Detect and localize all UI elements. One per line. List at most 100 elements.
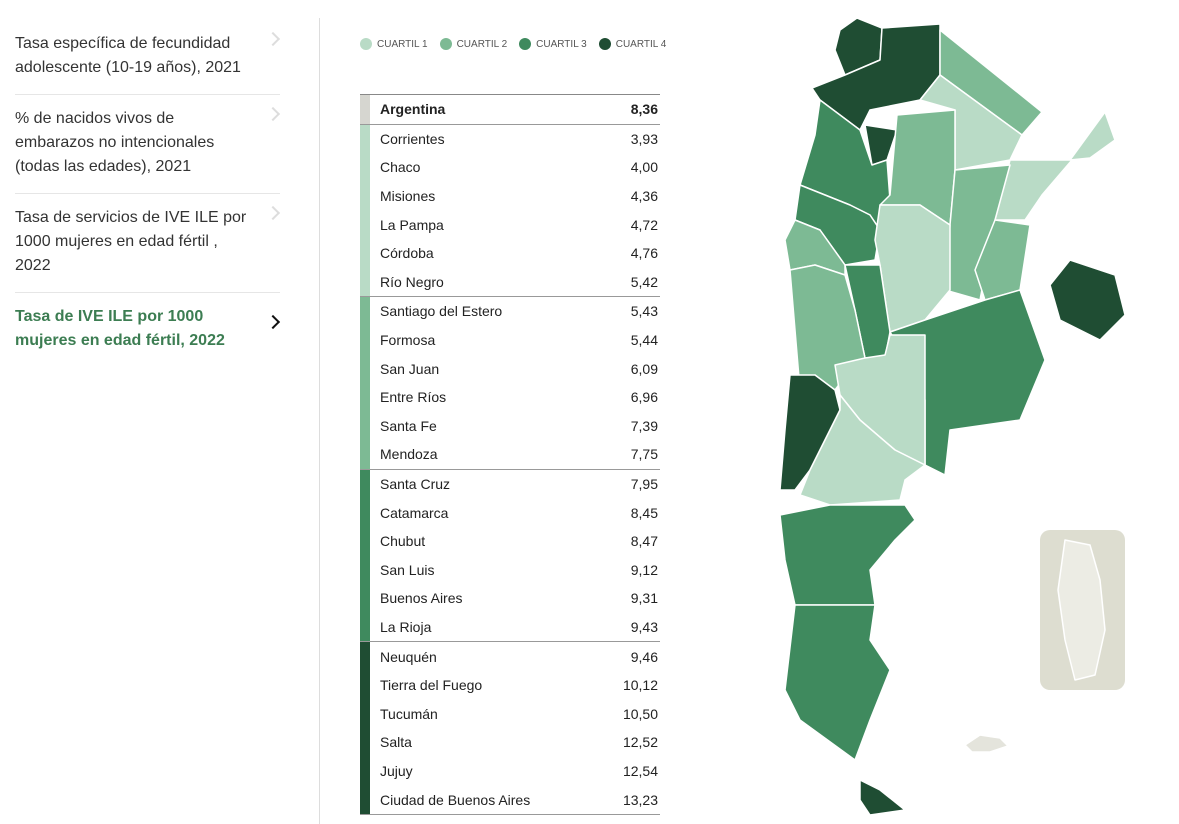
color-strip xyxy=(360,95,370,124)
province-name: Tucumán xyxy=(380,705,438,722)
province-value: 4,36 xyxy=(630,188,658,205)
table-row: Formosa 5,44 xyxy=(360,325,660,355)
table-row: Tucumán 10,50 xyxy=(360,699,660,729)
province-value: 4,00 xyxy=(630,159,658,176)
color-strip xyxy=(360,153,370,182)
chevron xyxy=(265,106,281,122)
menu-item[interactable]: Tasa de servicios de IVE ILE por 1000 mu… xyxy=(15,194,281,293)
province-name: Corrientes xyxy=(380,130,445,147)
color-strip xyxy=(360,498,370,527)
province xyxy=(779,504,916,606)
province-value: 5,43 xyxy=(630,303,658,320)
province-name: San Luis xyxy=(380,561,435,578)
color-strip xyxy=(360,210,370,239)
province-name: Chaco xyxy=(380,159,421,176)
color-strip xyxy=(360,267,370,297)
menu-text: Tasa de IVE ILE por 1000 mujeres en edad… xyxy=(15,308,225,349)
province-name: Jujuy xyxy=(380,762,413,779)
province-name: Chubut xyxy=(380,533,426,550)
color-strip xyxy=(360,642,370,671)
table-row: San Juan 6,09 xyxy=(360,354,660,383)
color-strip xyxy=(360,297,370,326)
legend-swatch xyxy=(598,38,611,50)
table-row: La Pampa 4,72 xyxy=(360,210,660,239)
province-value: 7,75 xyxy=(630,446,658,463)
province-name: Tierra del Fuego xyxy=(380,677,483,694)
table-row: Neuquén 9,46 xyxy=(360,641,660,671)
legend-label: CUARTIL 1 xyxy=(377,38,428,50)
color-strip xyxy=(360,612,370,642)
province-name: La Pampa xyxy=(380,216,444,233)
table-row: Tierra del Fuego 10,12 xyxy=(360,670,660,700)
province-name: La Rioja xyxy=(380,618,432,635)
color-strip xyxy=(360,699,370,729)
province-name: Río Negro xyxy=(380,273,444,290)
table-row: Salta 12,52 xyxy=(360,728,660,757)
province-name: San Juan xyxy=(380,360,440,377)
islands xyxy=(964,734,1009,753)
color-strip xyxy=(360,382,370,412)
province-value: 13,23 xyxy=(622,791,658,808)
table-row: Misiones 4,36 xyxy=(360,181,660,211)
caba-inset xyxy=(1049,259,1126,341)
color-strip xyxy=(360,181,370,211)
province-value: 12,54 xyxy=(622,762,658,779)
table-row: Ciudad de Buenos Aires 13,23 xyxy=(360,785,660,814)
menu-item[interactable]: % de nacidos vivos de embarazos no inten… xyxy=(15,95,281,194)
legend-label: CUARTIL 4 xyxy=(615,38,667,50)
legend-swatch xyxy=(360,38,372,50)
province-name: Santa Cruz xyxy=(380,476,451,493)
color-strip xyxy=(360,354,370,383)
color-strip xyxy=(360,440,370,469)
province-value: 3,93 xyxy=(630,130,658,147)
color-strip xyxy=(360,670,370,700)
color-strip xyxy=(360,238,370,268)
province-name: Santiago del Estero xyxy=(380,303,503,320)
province-value: 9,43 xyxy=(630,618,658,635)
province xyxy=(799,394,926,506)
province-name: Córdoba xyxy=(380,245,434,262)
divider xyxy=(319,18,320,824)
table-row: Chubut 8,47 xyxy=(360,526,660,556)
province-value: 6,09 xyxy=(630,360,658,377)
province-name: Ciudad de Buenos Aires xyxy=(380,791,531,808)
table-row: Buenos Aires 9,31 xyxy=(360,584,660,613)
province-name: Santa Fe xyxy=(380,417,437,434)
color-strip xyxy=(360,584,370,613)
color-strip xyxy=(360,325,370,355)
province-name: Argentina xyxy=(380,101,446,118)
province xyxy=(859,779,906,816)
province-value: 7,39 xyxy=(630,417,658,434)
table-row: Río Negro 5,42 xyxy=(360,267,660,297)
province-value: 9,46 xyxy=(630,648,658,665)
legend-item: CUARTIL 1 xyxy=(360,38,428,50)
table-row: Entre Ríos 6,96 xyxy=(360,382,660,412)
province-name: Salta xyxy=(380,734,412,751)
province-value: 8,45 xyxy=(630,504,658,521)
province-name: Buenos Aires xyxy=(380,590,463,607)
menu-item[interactable]: Tasa específica de fecundidad adolescent… xyxy=(15,20,281,95)
menu-text: Tasa de servicios de IVE ILE por 1000 mu… xyxy=(15,209,247,274)
indicator-menu: Tasa específica de fecundidad adolescent… xyxy=(15,20,281,367)
province-value: 12,52 xyxy=(622,734,658,751)
legend-item: CUARTIL 4 xyxy=(598,38,667,50)
province-name: Mendoza xyxy=(380,446,438,463)
province xyxy=(1069,111,1116,161)
legend: CUARTIL 1 CUARTIL 2 CUARTIL 3 CUARTIL 4 xyxy=(360,38,666,50)
color-strip xyxy=(360,756,370,786)
province-value: 9,12 xyxy=(630,561,658,578)
menu-item[interactable]: Tasa de IVE ILE por 1000 mujeres en edad… xyxy=(15,293,281,367)
province-value: 5,42 xyxy=(630,273,658,290)
province-value: 5,44 xyxy=(630,332,658,349)
legend-item: CUARTIL 2 xyxy=(439,38,507,50)
table-row: Santa Fe 7,39 xyxy=(360,411,660,441)
table-row: Córdoba 4,76 xyxy=(360,238,660,268)
province-name: Misiones xyxy=(380,188,436,205)
menu-text: Tasa específica de fecundidad adolescent… xyxy=(15,35,241,76)
table-row: La Rioja 9,43 xyxy=(360,612,660,642)
province-value: 6,96 xyxy=(630,389,658,406)
province-value: 10,50 xyxy=(622,705,658,722)
table-row: San Luis 9,12 xyxy=(360,555,660,585)
inset-shape xyxy=(1057,539,1106,681)
